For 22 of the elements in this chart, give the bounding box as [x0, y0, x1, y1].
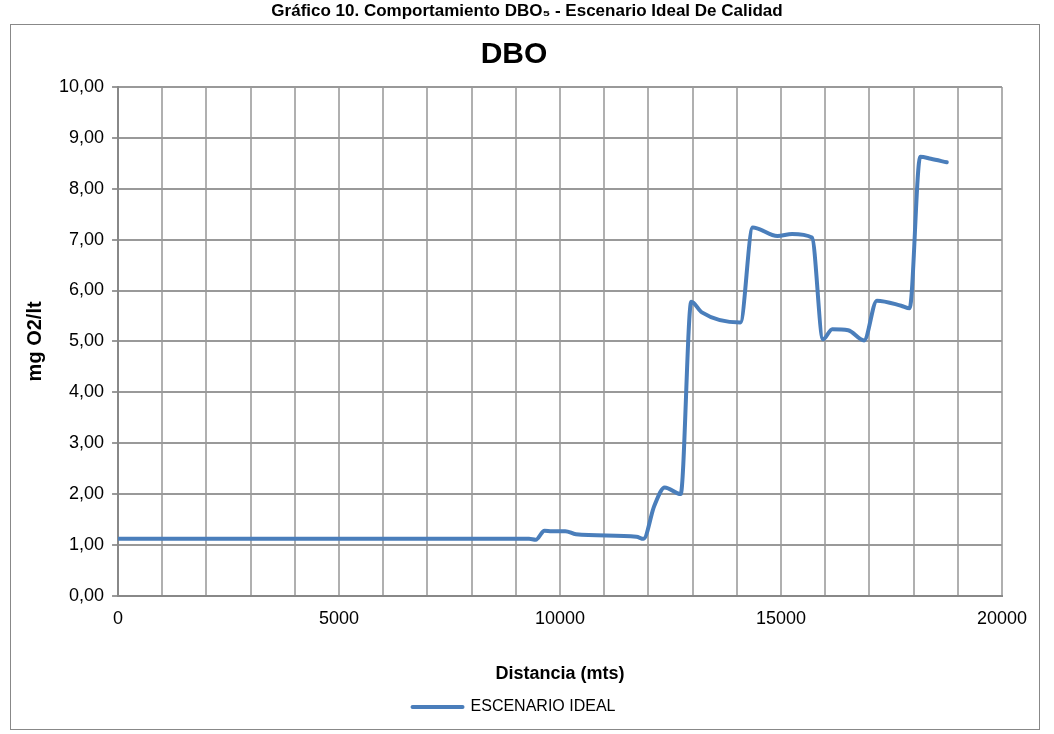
x-tick-label: 5000	[319, 607, 360, 628]
legend-label: ESCENARIO IDEAL	[470, 697, 616, 715]
y-tick-label: 6,00	[69, 279, 105, 300]
x-axis-title: Distancia (mts)	[495, 663, 625, 684]
x-tick-label: 10000	[534, 607, 586, 628]
y-tick-label: 10,00	[59, 75, 105, 96]
y-tick-label: 5,00	[69, 330, 105, 351]
chart-subtitle: DBO	[480, 36, 548, 70]
y-tick-label: 0,00	[69, 584, 105, 605]
y-tick-label: 3,00	[69, 432, 105, 453]
chart-title: Gráfico 10. Comportamiento DBO₅ - Escenario Ideal De Calidad	[270, 0, 784, 22]
x-tick-label: 0	[113, 607, 124, 628]
line-series	[118, 154, 949, 542]
y-axis-title: mg O2/lt	[22, 301, 45, 382]
y-tick-label: 7,00	[69, 228, 105, 249]
y-tick-label: 1,00	[69, 533, 105, 554]
y-tick-label: 2,00	[69, 483, 105, 504]
y-tick-label: 9,00	[69, 126, 105, 147]
y-tick-label: 4,00	[69, 381, 105, 402]
x-tick-label: 20000	[976, 607, 1027, 628]
x-tick-label: 15000	[755, 607, 807, 628]
y-tick-label: 8,00	[69, 177, 105, 198]
